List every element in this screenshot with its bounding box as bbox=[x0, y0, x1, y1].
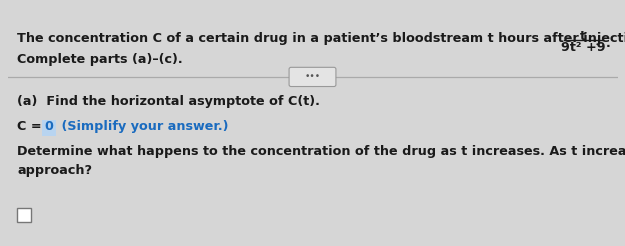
Text: The concentration C of a certain drug in a patient’s bloodstream t hours after i: The concentration C of a certain drug in… bbox=[18, 32, 625, 45]
Text: (Simplify your answer.): (Simplify your answer.) bbox=[58, 120, 229, 133]
FancyBboxPatch shape bbox=[289, 67, 336, 87]
FancyBboxPatch shape bbox=[18, 208, 31, 222]
Text: Determine what happens to the concentration of the drug as t increases. As t inc: Determine what happens to the concentrat… bbox=[18, 145, 625, 158]
Text: Complete parts (a)–(c).: Complete parts (a)–(c). bbox=[18, 53, 183, 66]
Text: .: . bbox=[606, 37, 611, 50]
Text: 9t² +9: 9t² +9 bbox=[561, 41, 606, 54]
Text: approach?: approach? bbox=[18, 164, 92, 177]
Text: •••: ••• bbox=[304, 72, 321, 81]
Text: C =: C = bbox=[18, 120, 46, 133]
FancyBboxPatch shape bbox=[42, 120, 56, 137]
Text: t: t bbox=[581, 30, 586, 43]
Text: (a)  Find the horizontal asymptote of C(t).: (a) Find the horizontal asymptote of C(t… bbox=[18, 95, 320, 108]
Text: 0: 0 bbox=[44, 120, 53, 133]
